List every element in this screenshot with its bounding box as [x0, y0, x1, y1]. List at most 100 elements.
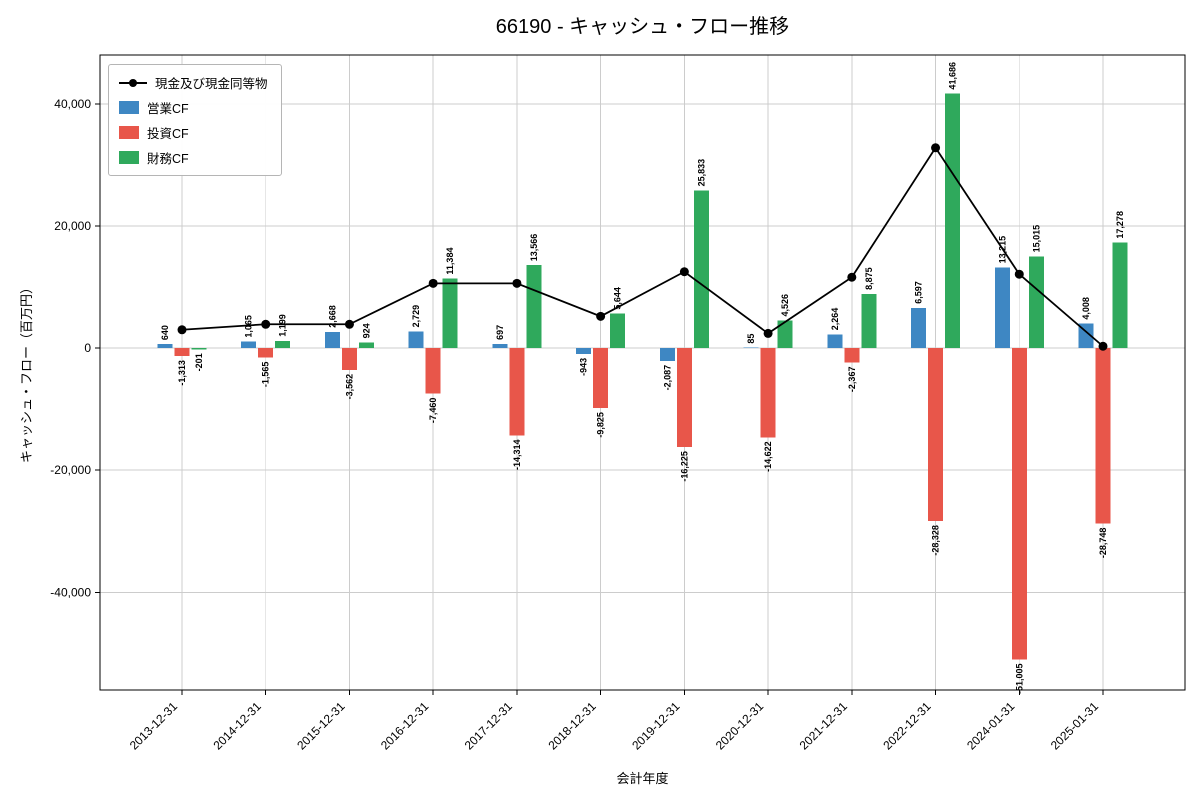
- bar-value-label: -14,314: [512, 439, 522, 470]
- bar-value-label: 4,008: [1081, 297, 1091, 320]
- bar: [526, 265, 542, 349]
- bar: [827, 334, 843, 349]
- bar-value-label: 1,199: [278, 314, 288, 337]
- x-tick-label: 2016-12-31: [378, 699, 432, 753]
- x-tick-label: 2018-12-31: [545, 699, 599, 753]
- plot-border: [99, 54, 1186, 691]
- bar: [341, 348, 357, 370]
- x-tick-label: 2020-12-31: [713, 699, 767, 753]
- bar-value-label: 924: [361, 323, 371, 338]
- bar-value-label: 25,833: [696, 159, 706, 187]
- bar: [275, 340, 291, 349]
- legend-label-investing-cf: 投資CF: [147, 127, 189, 141]
- bar-value-label: -2,087: [662, 365, 672, 391]
- bar: [1095, 348, 1111, 524]
- bar-value-label: -14,622: [763, 441, 773, 472]
- legend-label-cash-equivalents: 現金及び現金同等物: [155, 77, 268, 91]
- x-tick-label: 2017-12-31: [462, 699, 516, 753]
- bar-value-label: -28,748: [1098, 528, 1108, 559]
- bar-value-label: 697: [495, 325, 505, 340]
- cash-line-marker: [428, 278, 438, 288]
- bar: [928, 348, 944, 522]
- y-axis-label: キャッシュ・フロー（百万円）: [19, 280, 34, 464]
- bar-value-label: -16,225: [679, 451, 689, 482]
- bar: [324, 331, 340, 349]
- y-tick-label: 0: [84, 341, 91, 355]
- bar: [191, 348, 207, 350]
- bar: [844, 348, 860, 363]
- bar: [777, 320, 793, 349]
- x-tick-label: 2021-12-31: [797, 699, 851, 753]
- bar: [911, 307, 927, 349]
- bar: [743, 347, 759, 349]
- legend-item-cash-equivalents: 現金及び現金同等物: [119, 73, 268, 92]
- bar-value-label: 6,597: [914, 281, 924, 304]
- bar: [258, 348, 274, 358]
- bar: [425, 348, 441, 394]
- financing-cf-swatch-icon: [119, 151, 139, 164]
- bar-value-labels: 640 1,065 2,668 2,729 697 -943 -2,087 85 2,264 6,…: [160, 62, 1125, 694]
- legend-item-operating-cf: 営業CF: [119, 98, 268, 117]
- bar-value-label: 17,278: [1115, 211, 1125, 239]
- bar: [659, 348, 675, 361]
- cash-line-marker: [763, 328, 773, 338]
- bar: [760, 348, 776, 438]
- legend-label-financing-cf: 財務CF: [147, 152, 189, 166]
- bar-value-label: 13,566: [529, 234, 539, 262]
- cash-line-marker: [679, 267, 689, 277]
- bar-value-label: -2,367: [847, 367, 857, 393]
- bar-value-label: -9,825: [596, 412, 606, 438]
- bar: [610, 313, 626, 349]
- cash-line-marker: [847, 272, 857, 282]
- bar: [509, 348, 525, 436]
- cash-line-marker: [261, 319, 271, 329]
- x-tick-label: 2019-12-31: [629, 699, 683, 753]
- bar: [358, 342, 374, 349]
- bar-value-label: -943: [579, 358, 589, 376]
- bar-value-label: 11,384: [445, 248, 455, 275]
- cash-line: [181, 146, 1104, 347]
- chart-title: 66190 - キャッシュ・フロー推移: [495, 16, 790, 38]
- y-tick-label: 40,000: [54, 97, 91, 111]
- bar-value-label: 2,729: [411, 305, 421, 328]
- bar-value-label: 5,644: [613, 287, 623, 310]
- bar-value-label: -3,562: [344, 374, 354, 400]
- bar: [994, 267, 1010, 349]
- bar-value-label: 8,875: [864, 267, 874, 290]
- bar: [442, 278, 458, 349]
- bar-value-label: -201: [194, 353, 204, 371]
- bar-value-label: 2,668: [327, 305, 337, 328]
- cash-line-marker: [344, 319, 354, 329]
- cash-line-marker: [1014, 269, 1024, 279]
- bar: [408, 331, 424, 349]
- bar: [492, 343, 508, 349]
- bar-value-label: 15,015: [1031, 225, 1041, 253]
- x-axis-label: 会計年度: [616, 771, 669, 786]
- line-marker-icon: [119, 78, 147, 87]
- y-tick-labels: -40,000 -20,000 0 20,000 40,000: [50, 97, 91, 599]
- bar: [576, 348, 592, 354]
- bar-value-label: -7,460: [428, 398, 438, 424]
- bar: [1011, 348, 1027, 660]
- cash-line-marker: [177, 325, 187, 335]
- bar: [1078, 323, 1094, 349]
- x-tick-label: 2013-12-31: [127, 699, 181, 753]
- y-tick-label: -40,000: [50, 585, 91, 599]
- legend-item-investing-cf: 投資CF: [119, 123, 268, 142]
- y-tick-label: 20,000: [54, 219, 91, 233]
- x-tick-label: 2022-12-31: [880, 699, 934, 753]
- bar: [676, 348, 692, 448]
- bar-value-label: 2,264: [830, 308, 840, 331]
- bar-series-2: [191, 93, 1128, 350]
- bar-series-0: [157, 267, 1094, 361]
- bar: [593, 348, 609, 409]
- bar-value-label: 85: [746, 334, 756, 344]
- bar-value-label: 41,686: [948, 62, 958, 90]
- bar-series-1: [174, 348, 1111, 660]
- operating-cf-swatch-icon: [119, 101, 139, 114]
- bar-value-label: 4,526: [780, 294, 790, 317]
- x-tick-label: 2024-01-31: [964, 699, 1018, 753]
- bar: [1112, 242, 1128, 349]
